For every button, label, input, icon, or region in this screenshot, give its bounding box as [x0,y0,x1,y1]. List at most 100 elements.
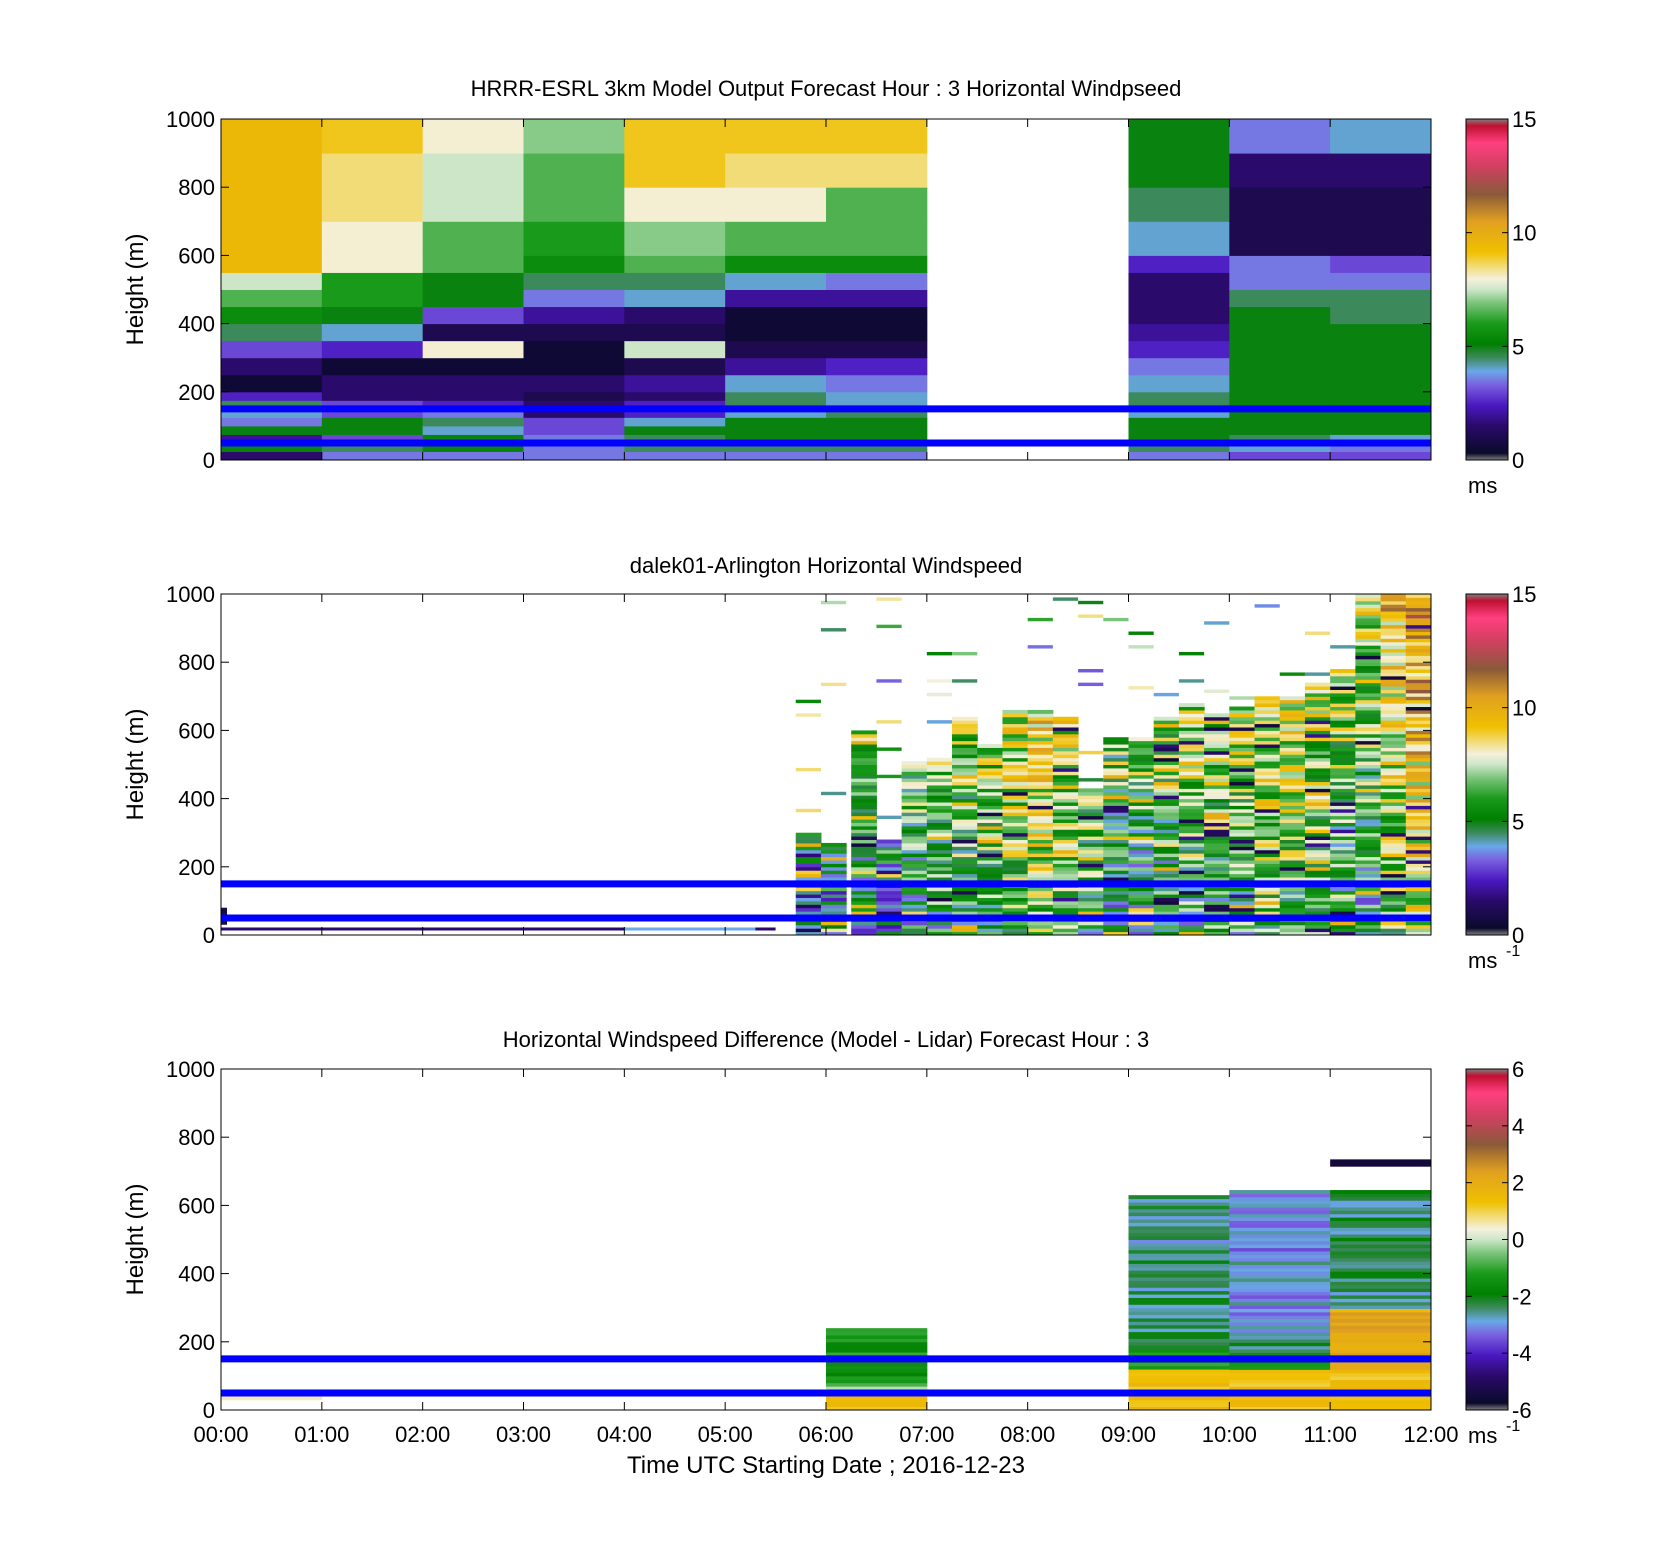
heatmap-cell [1078,822,1104,827]
heatmap-cell [1330,1366,1432,1370]
heatmap-cell [1204,856,1230,861]
heatmap-cell [1304,890,1331,895]
y-axis-label: Height (m) [122,1183,149,1295]
heatmap-cell [1405,819,1432,823]
heatmap-cell [851,740,877,745]
heatmap-cell [1153,791,1180,796]
heatmap-cell [1128,815,1155,820]
heatmap-cell [321,391,424,401]
heatmap-cell [1254,744,1281,748]
heatmap-cell [1052,894,1079,898]
heatmap-cell [1128,781,1155,786]
heatmap-cell [1052,873,1079,878]
heatmap-cell [1330,788,1356,793]
heatmap-cell [1405,894,1432,898]
heatmap-cell [851,870,877,875]
heatmap-cell [926,890,953,895]
heatmap-cell [1355,778,1382,783]
chart-title: HRRR-ESRL 3km Model Output Forecast Hour… [471,76,1182,101]
heatmap-cell [1052,798,1079,803]
heatmap-cell [820,863,847,868]
heatmap-cell [1254,825,1281,830]
heatmap-cell [1330,750,1356,755]
heatmap-cell [1330,757,1356,762]
colorbar-unit: ms [1468,948,1497,973]
heatmap-cell [1304,696,1331,701]
heatmap-cell [1153,757,1180,762]
heatmap-cell [1002,894,1029,898]
heatmap-cell [321,187,424,222]
heatmap-cell [1304,699,1331,704]
heatmap-cell [1254,784,1281,789]
heatmap-cell [321,289,424,308]
heatmap-cell [1002,907,1029,912]
heatmap-cell [1027,808,1054,813]
heatmap-cell [1153,740,1180,745]
heatmap-cell [826,289,928,308]
heatmap-cell [725,221,827,256]
heatmap-cell [1330,1220,1432,1225]
heatmap-cell [1229,1399,1331,1404]
heatmap-cell [826,1331,928,1336]
heatmap-cell [1128,771,1155,776]
heatmap-cell [977,767,1003,772]
heatmap-cell [221,357,323,376]
heatmap-cell [876,839,903,844]
heatmap-cell [624,272,726,290]
heatmap-cell [1330,805,1356,810]
heatmap-cell [1078,911,1104,916]
heatmap-cell [1027,894,1054,898]
heatmap-cell [1128,1403,1230,1408]
heatmap-cell [795,836,822,841]
heatmap-cell [1002,863,1029,868]
heatmap-cell [1380,638,1407,643]
heatmap-cell [1078,791,1104,796]
heatmap-cell [1380,645,1407,650]
heatmap-cell [1330,1396,1432,1401]
chart-title: dalek01-Arlington Horizontal Windspeed [630,553,1023,578]
heatmap-cell [1103,921,1129,926]
heatmap-cell [1254,836,1281,841]
heatmap-cell [1027,877,1054,881]
heatmap-cell [1229,819,1256,823]
heatmap-cell [1204,822,1230,827]
heatmap-cell [1254,604,1280,608]
heatmap-cell [977,832,1003,837]
heatmap-cell [795,808,821,813]
heatmap-cell [1355,781,1382,786]
heatmap-cell [977,764,1003,769]
heatmap-cell [1304,815,1331,820]
heatmap-cell [1153,822,1180,827]
heatmap-cell [1279,716,1306,721]
heatmap-cell [1027,781,1054,786]
heatmap-cell [1380,887,1407,892]
heatmap-cell [1304,798,1331,803]
heatmap-cell [926,904,953,909]
heatmap-cell [321,425,424,435]
heatmap-cell [1052,781,1079,786]
heatmap-cell [1355,829,1382,834]
heatmap-cell [1178,805,1205,810]
heatmap-cell [826,408,928,418]
heatmap-cell [1279,825,1306,830]
heatmap-cell [1229,391,1331,401]
heatmap-cell [1229,187,1331,222]
heatmap-cell [1078,897,1104,902]
heatmap-cell [1330,846,1356,851]
heatmap-cell [1153,784,1180,789]
heatmap-cell [1078,873,1104,878]
heatmap-cell [1153,733,1180,738]
heatmap-cell [1052,740,1079,745]
heatmap-cell [1330,894,1356,898]
heatmap-cell [1405,822,1432,827]
heatmap-cell [1204,863,1230,868]
heatmap-cell [1380,692,1407,697]
heatmap-cell [1002,720,1029,725]
heatmap-cell [1078,669,1104,673]
heatmap-cell [1330,924,1356,929]
heatmap-cell [725,391,827,401]
heatmap-cell [1103,836,1129,841]
heatmap-cell [1178,873,1205,878]
heatmap-cell [952,798,978,803]
heatmap-cell [795,713,821,717]
